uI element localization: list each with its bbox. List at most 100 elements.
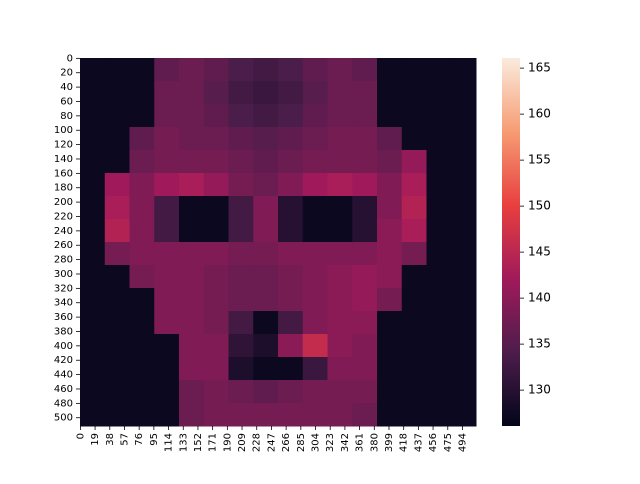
heat-cell	[80, 196, 106, 220]
heat-cell	[377, 357, 403, 381]
y-tick-label: 0	[67, 53, 73, 64]
heat-cell	[327, 311, 353, 335]
heat-cell	[451, 196, 477, 220]
x-tick-label: 95	[149, 433, 160, 446]
heat-cell	[129, 265, 155, 289]
heat-cell	[377, 58, 403, 82]
y-tick-label: 60	[60, 96, 73, 107]
heat-cell	[401, 127, 427, 151]
heat-cell	[228, 357, 254, 381]
heat-cell	[302, 196, 328, 220]
heat-cell	[327, 242, 353, 266]
heat-cell	[302, 403, 328, 427]
heat-cell	[104, 311, 130, 335]
heat-cell	[80, 104, 106, 128]
heat-cell	[129, 219, 155, 243]
x-tick-label: 57	[119, 433, 130, 446]
heat-cell	[451, 380, 477, 404]
heat-cell	[352, 403, 378, 427]
heat-cell	[203, 104, 229, 128]
heat-cell	[401, 334, 427, 358]
heat-cell	[327, 403, 353, 427]
heat-cell	[377, 311, 403, 335]
heat-cell	[377, 173, 403, 197]
heat-cell	[228, 242, 254, 266]
y-tick-label: 260	[54, 240, 73, 251]
heat-cell	[129, 127, 155, 151]
y-tick-label: 80	[60, 111, 73, 122]
heat-cell	[228, 150, 254, 174]
x-tick-label: 114	[164, 433, 175, 452]
heat-cell	[377, 242, 403, 266]
heat-cell	[451, 81, 477, 105]
heat-cell	[426, 58, 452, 82]
heat-cell	[154, 288, 180, 312]
y-tick-label: 420	[54, 355, 73, 366]
heat-cell	[203, 334, 229, 358]
heat-cell	[104, 288, 130, 312]
x-tick-label: 456	[428, 433, 439, 452]
heat-cell	[203, 127, 229, 151]
heat-cell	[179, 173, 205, 197]
heat-cell	[179, 380, 205, 404]
colorbar-tick-label: 130	[528, 383, 551, 397]
heat-cell	[104, 58, 130, 82]
y-tick-label: 340	[54, 298, 73, 309]
heat-cell	[401, 104, 427, 128]
y-tick-label: 280	[54, 255, 73, 266]
heat-cell	[154, 58, 180, 82]
heat-cell	[203, 311, 229, 335]
y-tick-label: 20	[60, 68, 73, 79]
heat-cell	[327, 357, 353, 381]
x-tick-label: 228	[252, 433, 263, 452]
heat-cell	[104, 242, 130, 266]
heat-cell	[278, 150, 304, 174]
heat-cell	[80, 150, 106, 174]
heat-cell	[278, 380, 304, 404]
heat-cell	[327, 288, 353, 312]
heat-cell	[129, 58, 155, 82]
heat-cell	[327, 196, 353, 220]
heat-cell	[129, 380, 155, 404]
heat-cell	[352, 265, 378, 289]
colorbar-tick-label: 160	[528, 107, 551, 121]
heat-cell	[154, 334, 180, 358]
heat-cell	[80, 219, 106, 243]
heat-cell	[228, 58, 254, 82]
heat-cell	[228, 219, 254, 243]
y-tick-label: 240	[54, 226, 73, 237]
heat-cell	[179, 403, 205, 427]
heat-cell	[451, 242, 477, 266]
heat-cell	[253, 357, 279, 381]
heat-cell	[228, 196, 254, 220]
heat-cell	[154, 265, 180, 289]
heat-cell	[154, 380, 180, 404]
heat-cell	[203, 173, 229, 197]
heat-cell	[426, 403, 452, 427]
heat-cell	[426, 242, 452, 266]
heat-cell	[451, 219, 477, 243]
heat-cell	[179, 150, 205, 174]
heat-cell	[302, 219, 328, 243]
heat-cell	[426, 104, 452, 128]
heat-cell	[352, 380, 378, 404]
x-tick-label: 418	[399, 433, 410, 452]
heat-cell	[352, 219, 378, 243]
heat-cell	[401, 288, 427, 312]
heat-cell	[129, 150, 155, 174]
heat-cell	[253, 380, 279, 404]
heat-cell	[278, 334, 304, 358]
heat-cell	[278, 219, 304, 243]
heat-cell	[179, 357, 205, 381]
heat-cell	[352, 288, 378, 312]
y-tick-label: 200	[54, 197, 73, 208]
heat-cell	[203, 81, 229, 105]
heat-cell	[80, 173, 106, 197]
x-tick-label: 19	[90, 433, 101, 446]
heat-cell	[401, 357, 427, 381]
heat-cell	[377, 219, 403, 243]
heat-cell	[104, 265, 130, 289]
heat-cell	[451, 150, 477, 174]
heat-cell	[278, 81, 304, 105]
heat-cell	[302, 81, 328, 105]
